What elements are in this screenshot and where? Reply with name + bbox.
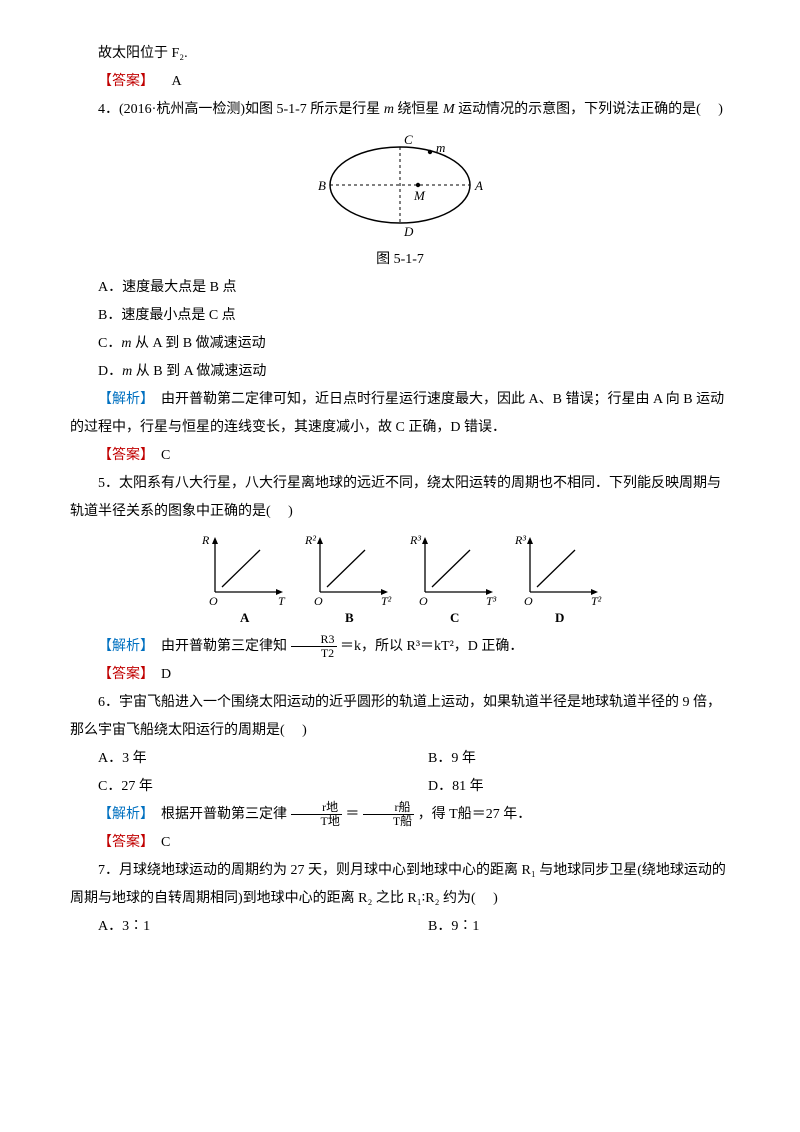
q3-answer: A — [158, 74, 182, 89]
q3-answer-line: 【答案】 A — [70, 68, 730, 96]
label-A: A — [474, 178, 483, 193]
q6-opts-row2: C．27 年 D．81 年 — [70, 773, 730, 801]
label-C: C — [404, 132, 413, 147]
q4-optD: D．m 从 B 到 A 做减速运动 — [70, 358, 730, 386]
g2-opt: B — [345, 610, 354, 625]
g3-y: R³ — [409, 533, 421, 547]
q5-stem: 5．太阳系有八大行星，八大行星离地球的远近不同，绕太阳运转的周期也不相同．下列能… — [70, 470, 730, 526]
q4-answer-line: 【答案】 C — [70, 442, 730, 470]
analysis-label: 【解析】 — [98, 639, 147, 654]
g2-x: T² — [381, 594, 392, 608]
q6-stem: 6．宇宙飞船进入一个围绕太阳运动的近乎圆形的轨道上运动，如果轨道半径是地球轨道半… — [70, 689, 730, 745]
q6-optC: C．27 年 — [70, 773, 400, 801]
q6-f1-den: T地 — [291, 815, 342, 828]
label-M: M — [413, 188, 426, 203]
q6-frac2: r船T船 — [363, 801, 414, 828]
q4-stem-c: 运动情况的示意图，下列说法正确的是( ) — [455, 102, 723, 117]
q5-answer: D — [147, 667, 171, 682]
q6-opts-row1: A．3 年 B．9 年 — [70, 745, 730, 773]
q4-stem-b: 绕恒星 — [394, 102, 443, 117]
label-m: m — [436, 140, 445, 155]
svg-text:O: O — [419, 594, 428, 608]
q4-stem-a: 4．(2016·杭州高一检测)如图 5-1-7 所示是行星 — [98, 102, 384, 117]
g1-x: T — [278, 594, 286, 608]
g3-x: T³ — [486, 594, 497, 608]
q6-answer: C — [147, 835, 170, 850]
q5-answer-line: 【答案】 D — [70, 661, 730, 689]
q4-optB-text: B．速度最小点是 C 点 — [98, 308, 236, 323]
q4-answer: C — [147, 448, 170, 463]
q6-optD: D．81 年 — [400, 773, 730, 801]
q6-f1-num: r地 — [291, 801, 342, 815]
q6-optA: A．3 年 — [70, 745, 400, 773]
q4-caption: 图 5-1-7 — [70, 246, 730, 274]
label-B: B — [318, 178, 326, 193]
q4-optA: A．速度最大点是 B 点 — [70, 274, 730, 302]
q7-optA: A．3∶1 — [70, 913, 400, 941]
q4-optC-b: 从 A 到 B 做减速运动 — [131, 336, 265, 351]
q7-stem: 7．月球绕地球运动的周期约为 27 天，则月球中心到地球中心的距离 R₁ 与地球… — [70, 857, 730, 913]
g4-opt: D — [555, 610, 564, 625]
q4-analysis: 【解析】 由开普勒第二定律可知，近日点时行星运行速度最大，因此 A、B 错误；行… — [70, 386, 730, 442]
q5-analysis-b: ＝k，所以 R³＝kT²，D 正确． — [340, 639, 523, 654]
intro-text: 故太阳位于 F₂. — [70, 40, 730, 68]
svg-text:O: O — [209, 594, 218, 608]
g3-opt: C — [450, 610, 459, 625]
q7-opts-row1: A．3∶1 B．9∶1 — [70, 913, 730, 941]
q6-analysis-b: ，得 T船＝27 年． — [418, 807, 532, 822]
q6-optB: B．9 年 — [400, 745, 730, 773]
g2-y: R² — [304, 533, 316, 547]
g1-opt: A — [240, 610, 250, 625]
analysis-label: 【解析】 — [98, 392, 147, 407]
q5-frac-num: R3 — [291, 633, 337, 647]
q4-optA-text: A．速度最大点是 B 点 — [98, 280, 236, 295]
analysis-label: 【解析】 — [98, 807, 147, 822]
q6-frac1: r地T地 — [291, 801, 342, 828]
g4-y: R³ — [514, 533, 526, 547]
g1-y: R — [201, 533, 210, 547]
q4-analysis-text: 由开普勒第二定律可知，近日点时行星运行速度最大，因此 A、B 错误；行星由 A … — [70, 392, 724, 435]
q4-optD-b: 从 B 到 A 做减速运动 — [132, 364, 266, 379]
q4-optC: C．m 从 A 到 B 做减速运动 — [70, 330, 730, 358]
q4-M: M — [443, 102, 455, 117]
q5-frac-den: T2 — [291, 647, 337, 660]
q6-eq: ＝ — [345, 807, 359, 822]
q6-analysis-a: 根据开普勒第三定律 — [147, 807, 287, 822]
answer-label: 【答案】 — [98, 74, 154, 89]
svg-text:O: O — [524, 594, 533, 608]
q4-optD-m: m — [122, 364, 132, 379]
q5-graphs: R T O A R² T² O B R³ T³ O C R³ T² O D — [70, 532, 730, 627]
answer-label: 【答案】 — [98, 835, 147, 850]
q4-optC-a: C． — [98, 336, 121, 351]
q6-answer-line: 【答案】 C — [70, 829, 730, 857]
q5-fraction: R3T2 — [291, 633, 337, 660]
q4-optD-a: D． — [98, 364, 122, 379]
svg-text:O: O — [314, 594, 323, 608]
answer-label: 【答案】 — [98, 667, 147, 682]
q6-f2-den: T船 — [363, 815, 414, 828]
q4-optC-m: m — [121, 336, 131, 351]
q6-f2-num: r船 — [363, 801, 414, 815]
q4-stem: 4．(2016·杭州高一检测)如图 5-1-7 所示是行星 m 绕恒星 M 运动… — [70, 96, 730, 124]
q4-diagram: A B C D M m — [70, 130, 730, 240]
label-D: D — [403, 224, 414, 239]
q5-analysis-a: 由开普勒第三定律知 — [147, 639, 287, 654]
g4-x: T² — [591, 594, 602, 608]
answer-label: 【答案】 — [98, 448, 147, 463]
q6-analysis: 【解析】 根据开普勒第三定律 r地T地 ＝ r船T船 ，得 T船＝27 年． — [70, 801, 730, 829]
q4-optB: B．速度最小点是 C 点 — [70, 302, 730, 330]
q7-optB: B．9∶1 — [400, 913, 730, 941]
q5-analysis: 【解析】 由开普勒第三定律知 R3T2 ＝k，所以 R³＝kT²，D 正确． — [70, 633, 730, 661]
q4-m: m — [384, 102, 394, 117]
